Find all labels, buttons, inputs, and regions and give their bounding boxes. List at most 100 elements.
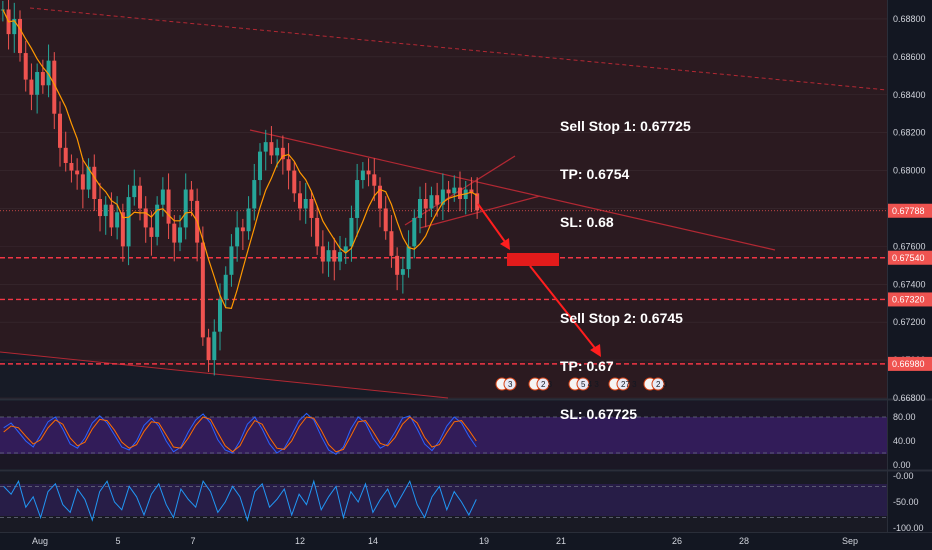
flag-icon <box>503 377 517 391</box>
candle-body <box>435 195 440 205</box>
stochastic-indicator <box>0 412 887 455</box>
candle-body <box>183 189 188 228</box>
entry-zone-box[interactable] <box>507 253 559 266</box>
candle-body <box>429 195 434 209</box>
candle-body <box>35 72 40 95</box>
candle-body <box>58 113 62 148</box>
triangle-inner-line[interactable] <box>419 195 541 229</box>
candle-body <box>475 193 480 211</box>
rsi-indicator <box>0 479 887 523</box>
candle-body <box>263 142 268 152</box>
annotation-spacer <box>560 262 691 278</box>
candle-body <box>235 227 240 247</box>
candle-body <box>138 185 142 209</box>
candle-body <box>75 170 80 175</box>
projection-arrow-1[interactable] <box>477 203 509 247</box>
candle-body <box>389 231 394 256</box>
annotation-line: Sell Stop 1: 0.67725 <box>560 118 691 134</box>
time-tick-label: 26 <box>672 536 682 546</box>
time-tick-label: 14 <box>368 536 378 546</box>
candle-body <box>149 227 154 237</box>
candle-body <box>315 217 320 247</box>
candle-body <box>172 223 177 243</box>
candle-body <box>229 246 234 275</box>
event-badge-count: 2 3 <box>656 380 668 389</box>
event-badge-count: 27 3 <box>621 380 637 389</box>
candle-body <box>23 53 28 80</box>
annotation-line: TP: 0.67 <box>560 358 614 374</box>
annotation-line: TP: 0.6754 <box>560 166 630 182</box>
time-tick-label: 28 <box>739 536 749 546</box>
arrow-head-icon <box>500 238 510 250</box>
lower-trend-line[interactable] <box>0 351 449 399</box>
candle-body <box>258 151 262 181</box>
annotation-line: Sell Stop 2: 0.6745 <box>560 310 683 326</box>
candle-body <box>458 187 462 199</box>
time-tick-label: Sep <box>842 536 858 546</box>
price-tick-label: 0.67400 <box>893 279 926 289</box>
candle-body <box>218 299 222 332</box>
price-tick-label: 0.68400 <box>893 90 926 100</box>
candle-body <box>418 199 422 218</box>
candle-body <box>383 208 388 232</box>
candle-body <box>52 60 57 114</box>
stochastic-band <box>0 417 887 454</box>
candle-body <box>166 189 171 224</box>
oscillator-tick-label: -0.00 <box>893 471 914 481</box>
candle-body <box>120 212 125 247</box>
candle-body <box>18 18 22 54</box>
candle-body <box>69 162 74 171</box>
candle-body <box>12 18 17 35</box>
candle-body <box>332 250 337 262</box>
price-axis[interactable]: 0.688000.686000.684000.682000.680000.678… <box>888 14 932 403</box>
horizontal-levels <box>0 210 887 365</box>
candle-body <box>40 72 45 86</box>
triangle-upper-line[interactable] <box>249 129 776 251</box>
candle-body <box>143 208 148 228</box>
moving-average-line <box>2 9 478 309</box>
candle-body <box>109 204 114 228</box>
candle-body <box>103 204 108 217</box>
candle-body <box>298 193 302 209</box>
candle-body <box>126 197 131 247</box>
candle-body <box>400 269 405 275</box>
price-tick-label: 0.66800 <box>893 393 926 403</box>
candle-body <box>320 246 325 262</box>
flag-icon <box>616 377 630 391</box>
candle-body <box>440 189 445 205</box>
oscillator-line <box>3 412 477 455</box>
candle-body <box>343 246 348 253</box>
candle-body <box>349 217 354 247</box>
candles <box>0 0 480 376</box>
candle-body <box>92 166 97 199</box>
price-label-text: 0.67320 <box>892 294 925 304</box>
candle-body <box>275 147 280 156</box>
upper-trend-line[interactable] <box>29 7 888 91</box>
price-label-text: 0.67788 <box>892 206 925 216</box>
candle-body <box>303 199 308 209</box>
projection-arrow-2[interactable] <box>529 265 599 353</box>
price-tick-label: 0.68800 <box>893 14 926 24</box>
candle-body <box>178 227 182 243</box>
candle-body <box>292 170 297 194</box>
oscillator-line <box>3 416 477 453</box>
time-tick-label: 19 <box>479 536 489 546</box>
trade-annotation: Sell Stop 1: 0.67725 TP: 0.6754 SL: 0.68… <box>560 86 691 438</box>
trade-projection <box>477 203 601 357</box>
candle-body <box>63 147 68 163</box>
candle-body <box>212 331 217 361</box>
candle-body <box>452 187 457 194</box>
time-tick-label: 5 <box>115 536 120 546</box>
oscillator-tick-label: 80.00 <box>893 412 916 422</box>
candle-body <box>160 189 165 205</box>
time-axis[interactable]: Aug 5 7 12 14 19 21 26 28 Sep <box>32 536 858 546</box>
candle-body <box>423 199 428 209</box>
event-badge-count: 2 3 <box>541 380 553 389</box>
flag-icon <box>651 377 665 391</box>
event-badges: 3 2 3 5 4 3 27 3 2 3 <box>495 377 668 391</box>
oscillator-tick-label: -100.00 <box>893 523 924 533</box>
candle-body <box>360 170 365 181</box>
candle-body <box>378 185 382 209</box>
candle-body <box>206 337 211 361</box>
